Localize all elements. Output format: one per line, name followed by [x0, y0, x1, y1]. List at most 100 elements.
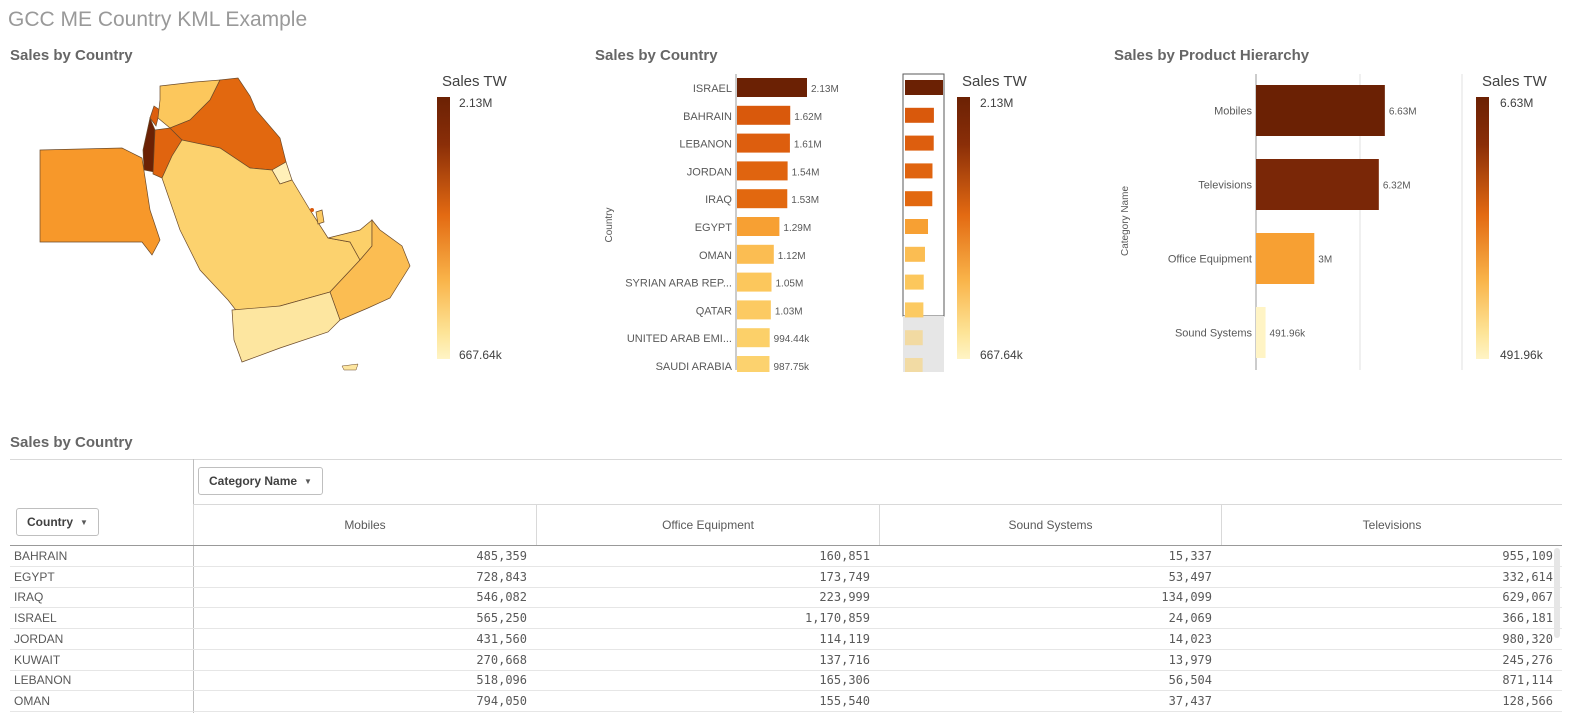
- app-title: GCC ME Country KML Example: [8, 8, 308, 31]
- map-panel-title: Sales by Country: [10, 47, 133, 64]
- column-header-mobiles[interactable]: Mobiles: [193, 505, 536, 545]
- country-bar-oman[interactable]: [737, 244, 774, 264]
- product-legend-title: Sales TW: [1482, 73, 1547, 90]
- product-bar-sound-systems[interactable]: [1256, 307, 1266, 358]
- map-legend-gradient: [437, 97, 450, 359]
- map-region-bahrain[interactable]: [310, 208, 314, 212]
- table-cell: 980,320: [1502, 631, 1553, 646]
- country-bar-jordan[interactable]: [737, 161, 788, 181]
- table-cell: 165,306: [819, 673, 870, 688]
- product-legend-gradient: [1476, 97, 1489, 359]
- table-row[interactable]: OMAN 794,050 155,540 37,437 128,566: [10, 691, 1562, 712]
- country-tick-jordan: JORDAN: [687, 166, 732, 178]
- product-bar-mobiles[interactable]: [1256, 85, 1385, 136]
- country-tick-iraq: IRAQ: [705, 194, 732, 206]
- country-bar-lebanon[interactable]: [737, 133, 790, 153]
- map-legend-title: Sales TW: [442, 73, 507, 90]
- country-value-united-arab-emi-: 994.44k: [774, 334, 811, 345]
- country-tick-united-arab-emi-: UNITED ARAB EMI...: [627, 333, 732, 345]
- minichart-bar-oman[interactable]: [905, 246, 925, 262]
- product-tick-mobiles: Mobiles: [1214, 106, 1252, 118]
- country-bar-bahrain[interactable]: [737, 105, 791, 125]
- row-country-label: JORDAN: [14, 631, 64, 646]
- country-value-iraq: 1.53M: [791, 195, 819, 206]
- table-cell: 485,359: [476, 549, 527, 563]
- table-row[interactable]: IRAQ 546,082 223,999 134,099 629,067: [10, 587, 1562, 609]
- table-row[interactable]: EGYPT 728,843 173,749 53,497 332,614: [10, 567, 1562, 588]
- category-dimension-label: Category Name: [209, 474, 298, 488]
- country-bar-israel[interactable]: [737, 78, 807, 97]
- chevron-down-icon: ▼: [80, 517, 88, 527]
- table-cell: 245,276: [1502, 652, 1553, 667]
- country-tick-syrian-arab-rep-: SYRIAN ARAB REP...: [625, 278, 732, 290]
- table-cell: 134,099: [1161, 590, 1212, 605]
- country-tick-oman: OMAN: [699, 250, 732, 262]
- country-legend-gradient: [957, 97, 970, 359]
- minichart-bar-israel[interactable]: [905, 80, 943, 95]
- country-tick-israel: ISRAEL: [693, 83, 732, 95]
- country-dimension-button[interactable]: Country ▼: [16, 508, 99, 536]
- table-row[interactable]: JORDAN 431,560 114,119 14,023 980,320: [10, 629, 1562, 650]
- minichart-bar-jordan[interactable]: [905, 163, 933, 179]
- pivot-scrollbar[interactable]: [1554, 548, 1560, 638]
- table-row[interactable]: BAHRAIN 485,359 160,851 15,337 955,109: [10, 546, 1562, 567]
- minichart-bar-lebanon[interactable]: [905, 135, 934, 151]
- country-tick-bahrain: BAHRAIN: [683, 111, 732, 123]
- minichart-bar-saudi-arabia[interactable]: [905, 358, 923, 372]
- map-legend-min: 667.64k: [459, 348, 502, 362]
- table-cell: 955,109: [1502, 549, 1553, 563]
- column-header-sound-systems[interactable]: Sound Systems: [879, 505, 1221, 545]
- country-bar-united-arab-emi-[interactable]: [737, 328, 770, 348]
- map-region-qatar[interactable]: [315, 209, 325, 225]
- map-region-yemen[interactable]: [231, 291, 341, 363]
- country-axis-label: Country: [604, 207, 615, 242]
- product-value-mobiles: 6.63M: [1389, 107, 1417, 118]
- table-row[interactable]: ISRAEL 565,250 1,170,859 24,069 366,181: [10, 608, 1562, 630]
- country-bar-syrian-arab-rep-[interactable]: [737, 272, 772, 292]
- map-legend-max: 2.13M: [459, 96, 493, 110]
- product-tick-televisions: Televisions: [1198, 180, 1252, 192]
- country-tick-lebanon: LEBANON: [679, 139, 732, 151]
- product-panel-title: Sales by Product Hierarchy: [1114, 47, 1310, 64]
- table-row[interactable]: KUWAIT 270,668 137,716 13,979 245,276: [10, 650, 1562, 671]
- country-value-syrian-arab-rep-: 1.05M: [776, 279, 804, 290]
- country-bar-egypt[interactable]: [737, 217, 780, 236]
- country-bar-panel-title: Sales by Country: [595, 47, 718, 64]
- row-country-label: OMAN: [14, 693, 50, 708]
- country-bar-saudi-arabia[interactable]: [737, 356, 770, 372]
- country-value-egypt: 1.29M: [783, 223, 811, 234]
- country-bar-chart[interactable]: Country ISRAEL 2.13M BAHRAIN 1.62M LEBANON 1.…: [595, 70, 950, 372]
- country-legend-max: 2.13M: [980, 96, 1014, 110]
- country-bar-qatar[interactable]: [737, 300, 771, 320]
- product-bar-televisions[interactable]: [1256, 159, 1379, 210]
- table-cell: 565,250: [476, 611, 527, 626]
- table-cell: 137,716: [819, 652, 870, 667]
- column-header-televisions[interactable]: Televisions: [1221, 505, 1562, 545]
- minichart-bar-iraq[interactable]: [905, 191, 933, 207]
- country-value-qatar: 1.03M: [775, 306, 803, 317]
- product-tick-sound-systems: Sound Systems: [1175, 328, 1253, 340]
- minichart-bar-qatar[interactable]: [905, 302, 924, 318]
- table-cell: 871,114: [1502, 673, 1553, 688]
- country-tick-saudi-arabia: SAUDI ARABIA: [656, 361, 733, 372]
- minichart-bar-egypt[interactable]: [905, 219, 929, 234]
- minichart-bar-syrian-arab-rep-[interactable]: [905, 274, 924, 290]
- product-bar-chart[interactable]: Category Name Mobiles 6.63M Televisions 6.3…: [1114, 70, 1464, 372]
- country-map[interactable]: [10, 70, 430, 375]
- table-row[interactable]: LEBANON 518,096 165,306 56,504 871,114: [10, 670, 1562, 692]
- map-region-oman[interactable]: [329, 219, 411, 321]
- table-cell: 794,050: [476, 693, 527, 708]
- map-region-egypt[interactable]: [39, 147, 161, 256]
- country-legend-min: 667.64k: [980, 348, 1023, 362]
- table-cell: 518,096: [476, 673, 527, 688]
- row-country-label: EGYPT: [14, 569, 55, 584]
- table-cell: 1,170,859: [804, 611, 870, 626]
- product-bar-office-equipment[interactable]: [1256, 233, 1315, 284]
- column-header-office-equipment[interactable]: Office Equipment: [536, 505, 879, 545]
- minichart-bar-united-arab-emi-[interactable]: [905, 330, 923, 346]
- minichart-bar-bahrain[interactable]: [905, 107, 934, 123]
- pivot-row-header-divider: [193, 459, 194, 713]
- product-value-televisions: 6.32M: [1383, 181, 1411, 192]
- category-dimension-button[interactable]: Category Name ▼: [198, 467, 323, 495]
- country-bar-iraq[interactable]: [737, 189, 788, 209]
